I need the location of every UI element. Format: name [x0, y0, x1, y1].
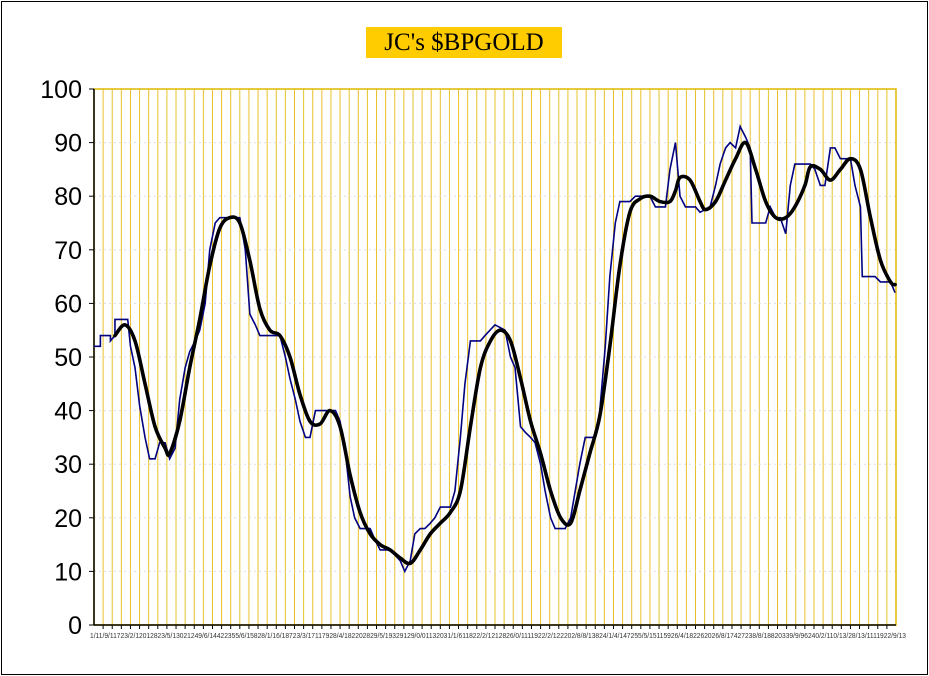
chart-title: JC's $BPGOLD [366, 27, 562, 58]
y-tick-label: 70 [54, 237, 82, 265]
x-tick-labels: 1/11/9/11723/2/12012823/5/13021249/6/144… [90, 633, 906, 640]
grid [93, 88, 897, 629]
y-tick-label: 50 [54, 344, 82, 372]
raw-series-line [94, 124, 896, 574]
y-tick-label: 20 [54, 505, 82, 533]
y-tick-label: 100 [40, 76, 82, 104]
y-tick-label: 80 [54, 183, 82, 211]
y-tick-label: 40 [54, 398, 82, 426]
y-axis-ticks: 0 10 20 30 40 50 60 70 80 90 100 [40, 76, 94, 640]
y-tick-label: 90 [54, 130, 82, 158]
y-tick-label: 60 [54, 290, 82, 318]
series-layer [94, 124, 897, 574]
y-tick-label: 0 [68, 612, 82, 640]
y-tick-label: 10 [54, 558, 82, 586]
y-tick-label: 30 [54, 451, 82, 479]
smoothed-series-line [113, 140, 897, 566]
